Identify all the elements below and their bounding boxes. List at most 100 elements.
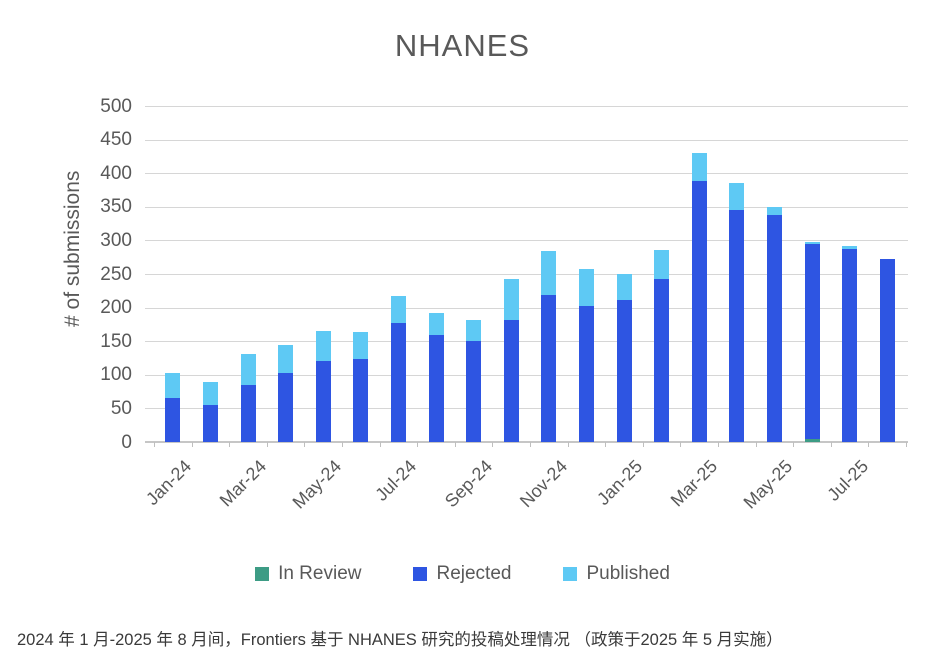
bar-Aug-25-rejected (879, 258, 895, 442)
x-axis-tick (567, 442, 569, 447)
x-axis-tick (492, 442, 494, 447)
bar-Apr-25-rejected (729, 210, 745, 442)
y-tick-label-400: 400 (100, 162, 132, 184)
bar-Jun-25-in-review (804, 439, 820, 442)
y-tick-label-350: 350 (100, 196, 132, 218)
gridline-250 (145, 274, 908, 275)
x-axis-tick (530, 442, 531, 447)
x-axis-tick (830, 442, 832, 447)
bar-May-25-published (766, 206, 782, 215)
gridline-450 (145, 139, 908, 141)
bar-Jun-25-rejected (804, 244, 820, 440)
gridline-300 (145, 240, 908, 242)
bar-Apr-24-rejected (278, 372, 294, 442)
bar-Jun-24-published (353, 332, 369, 359)
bar-Sep-24-rejected (466, 340, 482, 442)
bar-Dec-24-published (578, 269, 594, 306)
x-tick-label-Jul-25: Jul-25 (822, 456, 872, 505)
gridline-100 (145, 374, 908, 376)
rejected-swatch-icon (413, 567, 428, 581)
x-axis-tick (379, 442, 381, 447)
legend-item-rejected: Rejected (413, 563, 511, 585)
bar-Jan-24-rejected (165, 398, 181, 442)
bar-May-24-published (315, 331, 331, 362)
bar-Nov-24-published (541, 250, 557, 295)
x-tick-label-Jan-24: Jan-24 (141, 456, 195, 510)
legend-item-published: Published (563, 563, 670, 585)
bar-Apr-25-published (729, 183, 745, 211)
bar-Nov-24-rejected (541, 294, 557, 442)
chart-title: NHANES (394, 28, 531, 63)
x-axis-tick (642, 442, 644, 447)
x-tick-label-May-25: May-25 (739, 456, 797, 513)
x-axis-tick (417, 442, 419, 447)
bar-May-24-rejected (315, 361, 331, 442)
x-axis-tick (906, 442, 907, 447)
bar-Mar-24-rejected (240, 384, 256, 442)
bar-Jan-25-published (616, 274, 632, 301)
bar-Oct-24-rejected (503, 320, 519, 442)
x-axis-tick (154, 442, 155, 447)
bar-Feb-25-published (654, 249, 670, 279)
y-tick-label-100: 100 (100, 364, 132, 386)
in-review-swatch-icon (255, 567, 270, 581)
legend-item-in-review: In Review (255, 563, 361, 585)
gridline-150 (145, 341, 908, 343)
x-axis-tick (191, 442, 193, 447)
bar-Aug-24-published (428, 312, 444, 336)
bar-Feb-25-rejected (654, 278, 670, 442)
y-tick-label-150: 150 (100, 330, 132, 352)
bar-Aug-24-rejected (428, 335, 444, 442)
bar-Jun-25-published (804, 242, 820, 245)
y-tick-label-50: 50 (110, 397, 132, 419)
gridline-50 (145, 408, 908, 410)
bar-Jul-25-rejected (842, 249, 858, 442)
y-tick-label-450: 450 (100, 129, 132, 151)
x-tick-label-Jan-25: Jan-25 (593, 456, 647, 510)
legend-label-published: Published (586, 563, 670, 584)
legend-label-in-review: In Review (278, 563, 362, 584)
y-tick-label-0: 0 (121, 431, 132, 453)
bar-Apr-24-published (278, 345, 294, 373)
bar-Feb-24-rejected (202, 405, 218, 442)
y-tick-label-300: 300 (100, 229, 132, 251)
x-axis-tick (605, 442, 607, 447)
bar-Feb-24-published (202, 381, 218, 406)
chart-legend: In Review Rejected Published (0, 563, 925, 585)
x-axis-tick (342, 442, 343, 447)
x-axis-tick (229, 442, 231, 447)
x-axis-tick (755, 442, 757, 447)
x-axis-tick (868, 442, 870, 447)
bar-Mar-25-rejected (691, 180, 707, 442)
x-axis-tick (266, 442, 268, 447)
bar-Jul-24-published (390, 296, 406, 324)
gridline-400 (145, 173, 908, 175)
plot-area (145, 106, 908, 447)
x-axis-tick (304, 442, 306, 447)
x-axis-tick (718, 442, 719, 447)
bar-Mar-24-published (240, 353, 256, 385)
bar-Sep-24-published (466, 319, 482, 341)
x-tick-label-Sep-24: Sep-24 (440, 456, 496, 512)
x-tick-label-Jul-24: Jul-24 (371, 456, 421, 505)
bar-Jan-25-rejected (616, 300, 632, 442)
y-tick-label-250: 250 (100, 263, 132, 285)
bar-Jun-24-rejected (353, 358, 369, 442)
x-tick-label-Mar-24: Mar-24 (215, 456, 271, 511)
x-axis-tick (793, 442, 795, 447)
gridline-350 (145, 206, 908, 208)
legend-label-rejected: Rejected (436, 563, 512, 584)
y-tick-label-200: 200 (100, 297, 132, 319)
bar-Jul-24-rejected (390, 323, 406, 442)
x-axis-tick (680, 442, 682, 447)
x-tick-label-Mar-25: Mar-25 (666, 456, 722, 511)
y-tick-label-500: 500 (100, 95, 132, 117)
published-swatch-icon (563, 567, 578, 581)
gridline-200 (145, 307, 908, 309)
gridline-500 (145, 106, 908, 107)
bar-May-25-rejected (766, 214, 782, 442)
bar-Oct-24-published (503, 279, 519, 321)
bar-Jan-24-published (165, 372, 181, 399)
x-axis-tick (454, 442, 456, 447)
bar-Dec-24-rejected (578, 305, 594, 442)
